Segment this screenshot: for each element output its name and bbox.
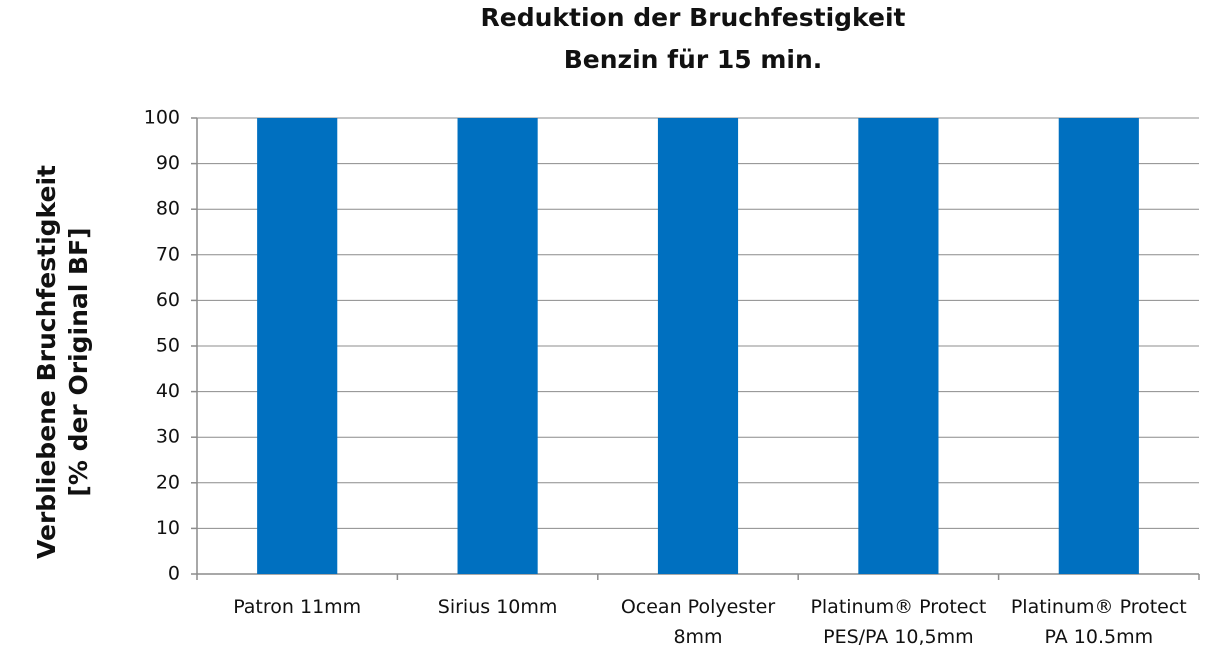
y-tick-label: 70 bbox=[156, 243, 180, 265]
y-tick-label: 80 bbox=[156, 198, 180, 220]
x-tick-label: Platinum® Protect PES/PA 10,5mm bbox=[810, 596, 986, 648]
x-tick-label: Ocean Polyester 8mm bbox=[621, 596, 775, 648]
y-tick-label: 20 bbox=[156, 471, 180, 493]
y-tick-label: 0 bbox=[168, 563, 180, 585]
chart-subtitle: Benzin für 15 min. bbox=[564, 45, 823, 74]
y-tick-label: 40 bbox=[156, 380, 180, 402]
chart-title: Reduktion der Bruchfestigkeit bbox=[481, 3, 906, 32]
bar bbox=[1058, 118, 1139, 574]
bar bbox=[858, 118, 939, 574]
bar bbox=[457, 118, 538, 574]
bar bbox=[257, 118, 338, 574]
y-tick-label: 100 bbox=[144, 107, 180, 129]
y-tick-label: 90 bbox=[156, 152, 180, 174]
x-tick-label: Sirius 10mm bbox=[438, 596, 558, 618]
y-tick-label: 30 bbox=[156, 426, 180, 448]
y-axis-label: [% der Original BF] bbox=[64, 227, 93, 496]
x-tick-label: Patron 11mm bbox=[233, 596, 361, 618]
y-tick-label: 50 bbox=[156, 335, 180, 357]
bar bbox=[657, 118, 739, 574]
x-tick-label: Platinum® Protect PA 10.5mm bbox=[1011, 596, 1187, 648]
y-axis-label: Verbliebene Bruchfestigkeit bbox=[32, 165, 61, 559]
y-tick-label: 10 bbox=[156, 517, 180, 539]
y-tick-label: 60 bbox=[156, 289, 180, 311]
